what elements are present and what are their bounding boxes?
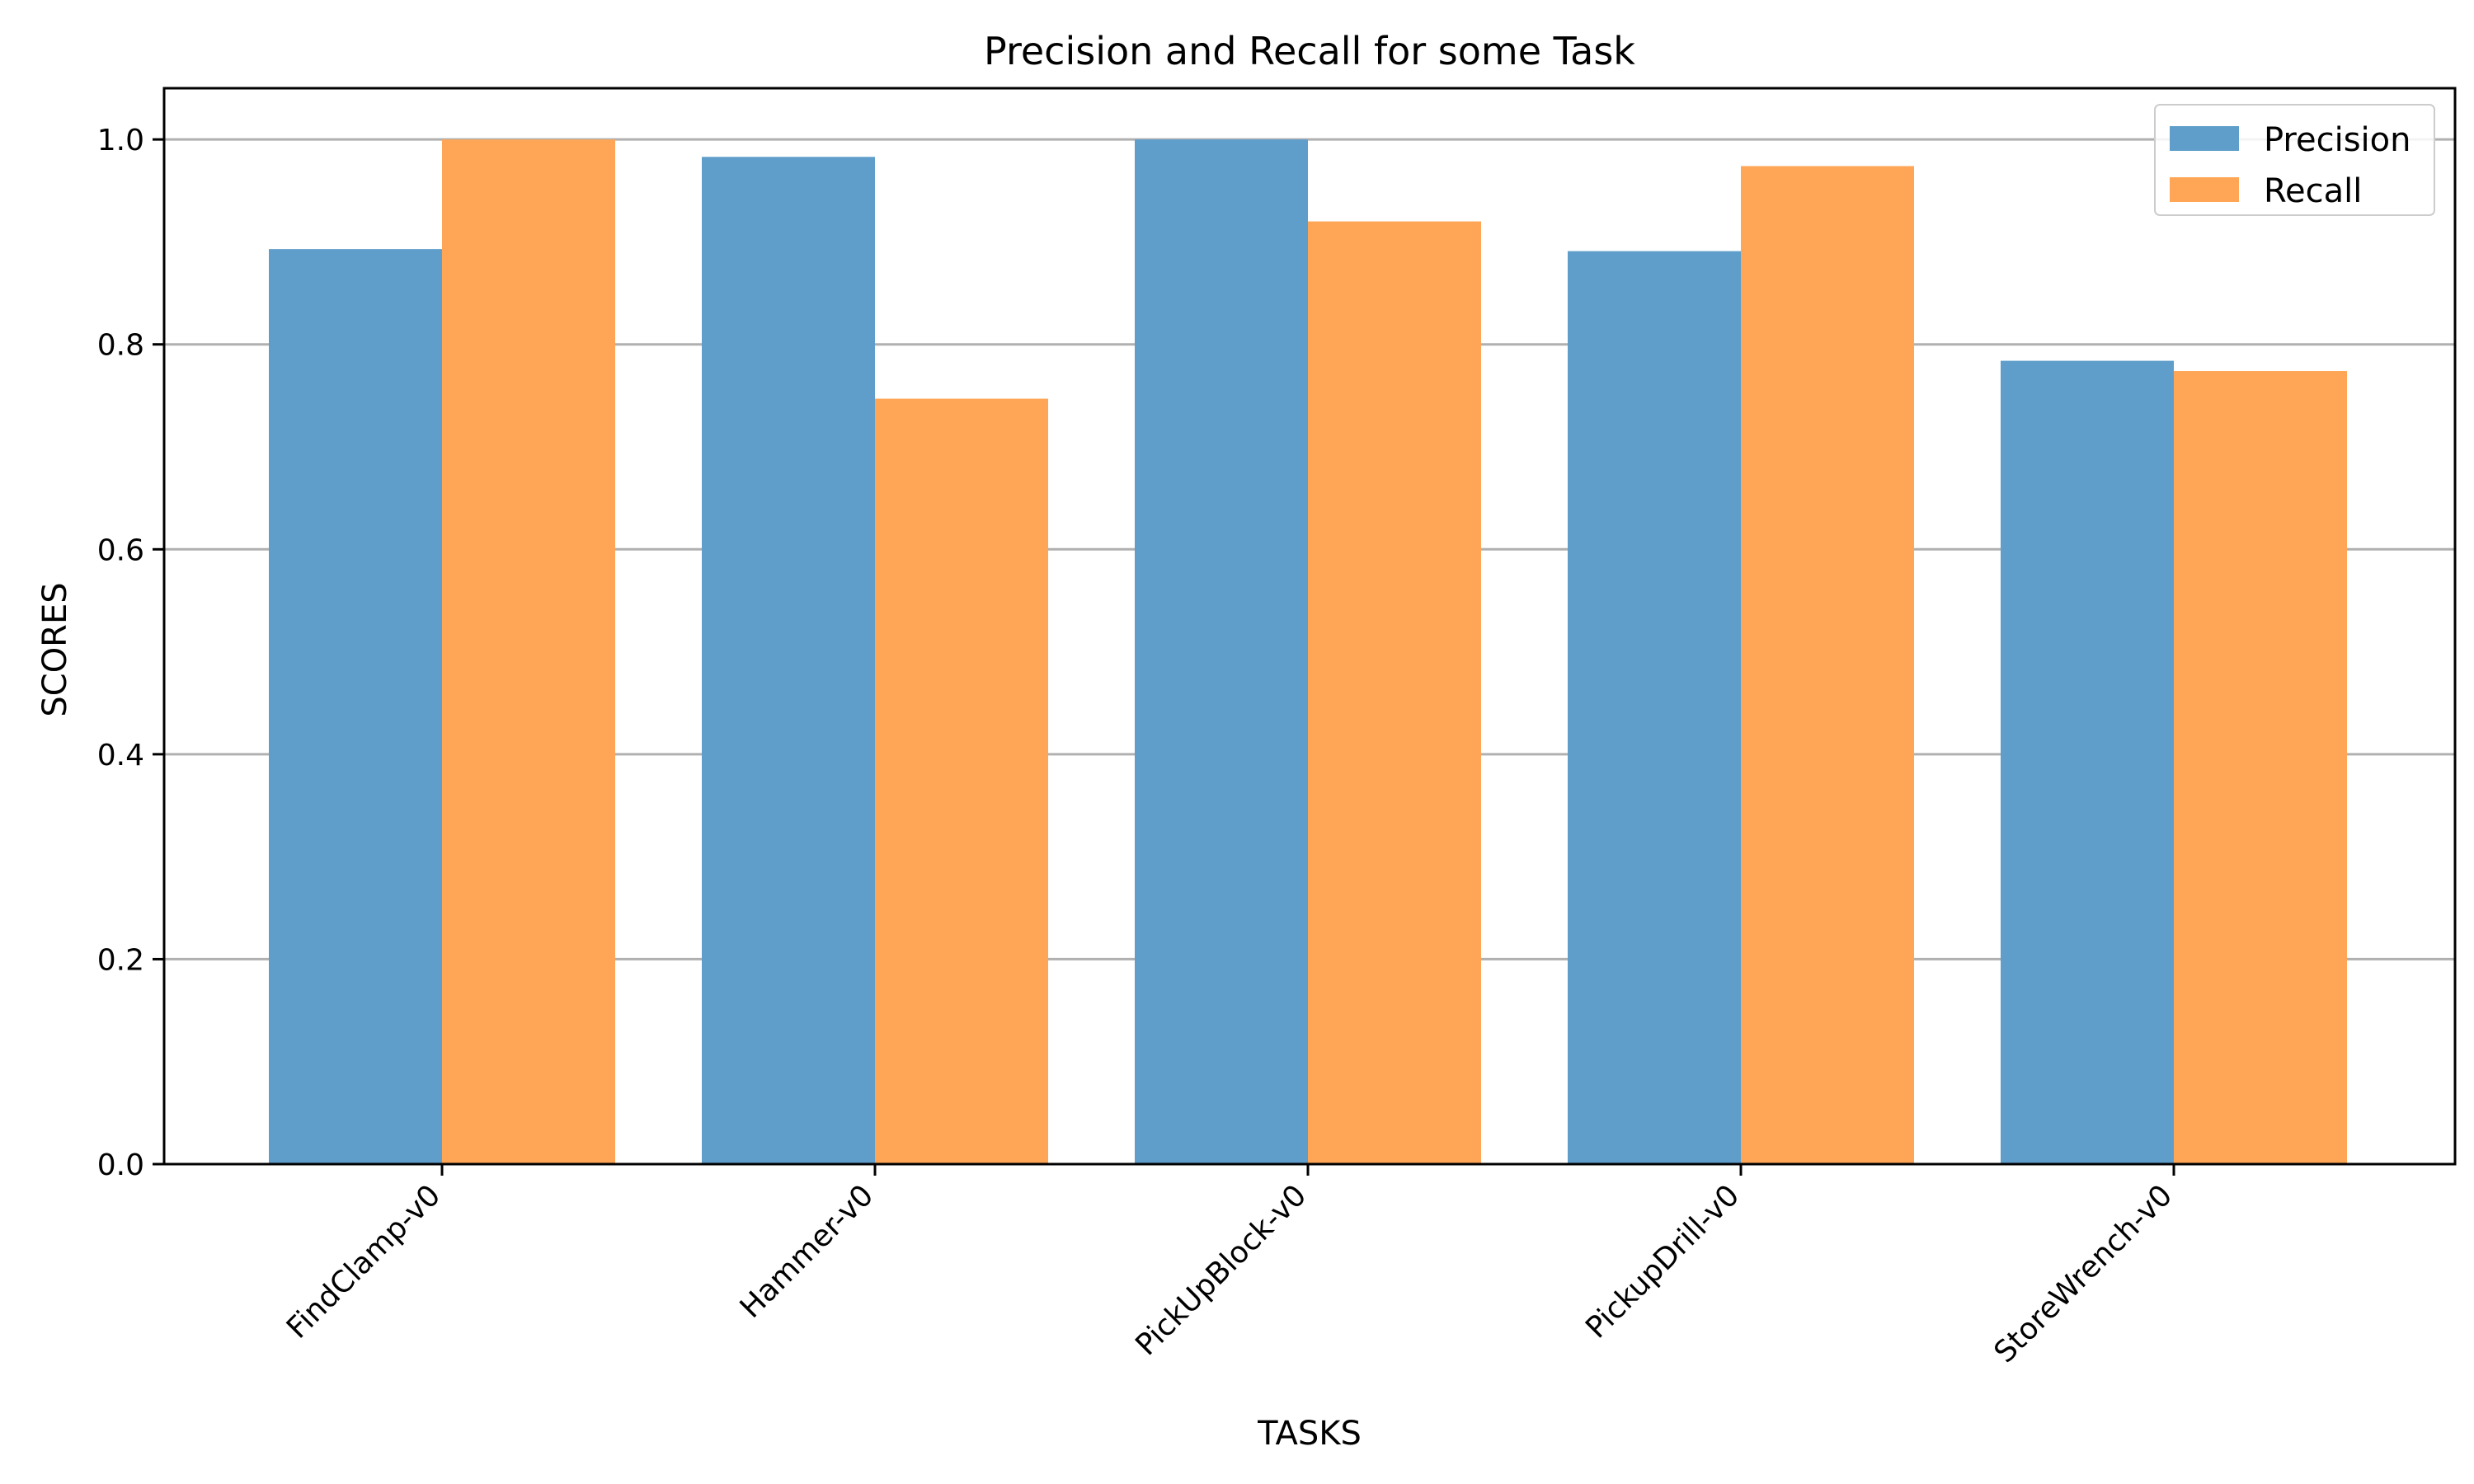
bar-precision-pickupdrill-v0 [1568,251,1741,1165]
chart-title: Precision and Recall for some Task [984,29,1635,73]
bar-recall-pickupblock-v0 [1308,221,1481,1165]
legend-label-recall: Recall [2264,172,2362,210]
legend-label-precision: Precision [2264,121,2411,159]
bar-precision-pickupblock-v0 [1135,139,1308,1165]
bar-recall-hammer-v0 [875,398,1048,1165]
bar-recall-findclamp-v0 [442,139,615,1165]
axes-frame [162,87,2457,1166]
y-axis-label: SCORES [36,582,74,716]
y-tick-label: 0.6 [97,533,144,567]
legend-swatch-recall [2170,177,2239,202]
y-axis-ticks: 0.0 0.2 0.4 0.6 0.8 1.0 [97,124,164,1182]
bars [269,139,2347,1165]
y-tick-label: 0.2 [97,943,144,977]
y-tick-label: 0.8 [97,329,144,363]
bar-recall-storewrench-v0 [2174,371,2347,1164]
bar-precision-storewrench-v0 [2001,360,2174,1165]
legend-swatch-precision [2170,126,2239,151]
y-tick-label: 0.0 [97,1148,144,1182]
bar-precision-hammer-v0 [702,157,875,1164]
legend: Precision Recall [2154,104,2435,216]
x-axis-label: TASKS [1257,1415,1362,1453]
bar-precision-findclamp-v0 [269,249,442,1165]
y-tick-label: 1.0 [97,124,144,157]
bar-recall-pickupdrill-v0 [1741,166,1914,1164]
y-tick-label: 0.4 [97,739,144,773]
